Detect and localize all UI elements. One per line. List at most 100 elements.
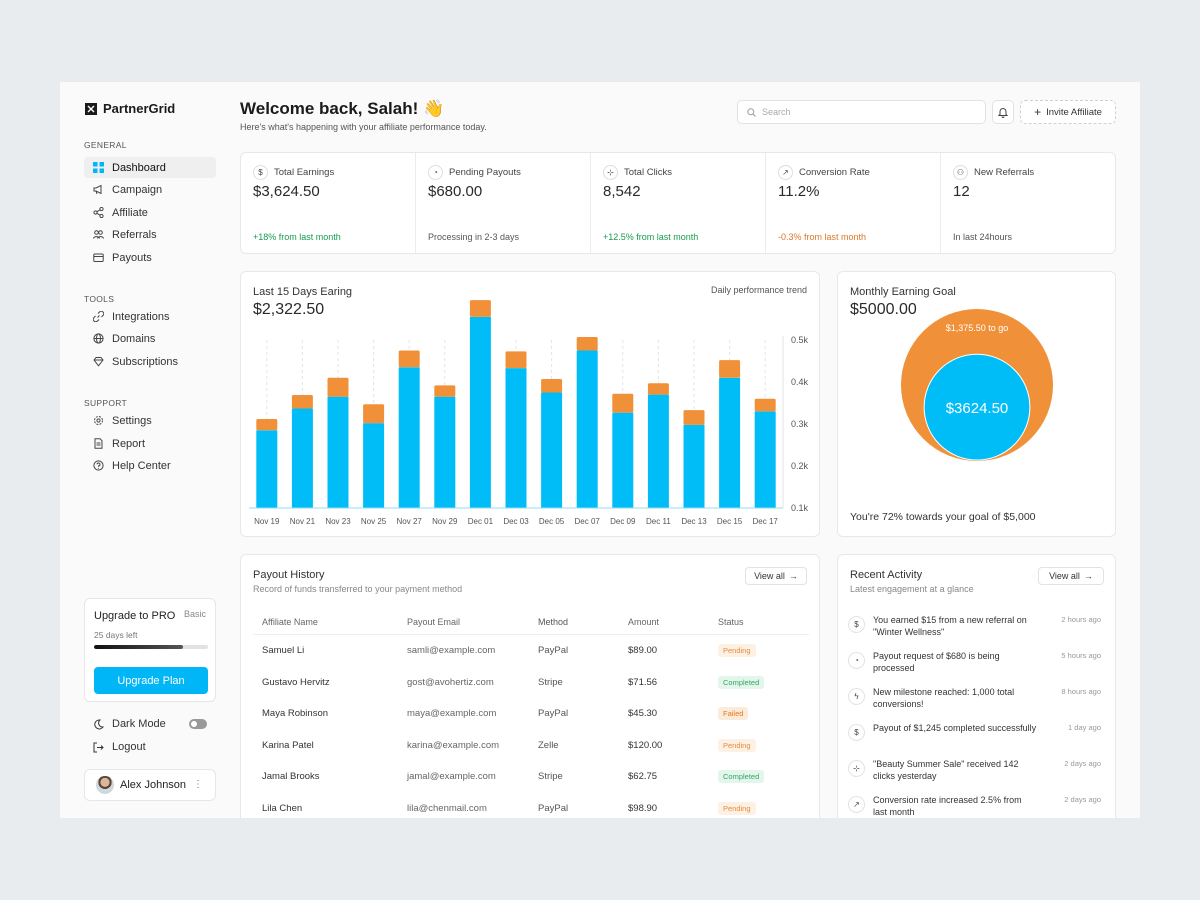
x-tick-label: Nov 23	[325, 517, 351, 526]
table-body: Samuel Li samli@example.com PayPal $89.00 Pe…	[253, 635, 809, 818]
user-card[interactable]: Alex Johnson ⋮	[84, 769, 216, 801]
sidebar-item-dashboard[interactable]: Dashboard	[84, 157, 216, 178]
stat-footnote: +12.5% from last month	[603, 232, 699, 242]
stat-header: ◔ Pending Payouts	[428, 165, 521, 180]
megaphone-icon	[93, 184, 102, 195]
payout-view-all-button[interactable]: View all →	[745, 567, 807, 585]
column-header: Amount	[628, 617, 660, 627]
activity-item[interactable]: $ Payout of $1,245 completed successfully…	[848, 722, 1103, 758]
stat-footnote: In last 24hours	[953, 232, 1013, 242]
activity-icon: $	[848, 724, 865, 741]
sidebar-item-payouts[interactable]: Payouts	[84, 247, 216, 268]
payout-email: lila@chenmail.com	[407, 802, 487, 814]
table-row[interactable]: Lila Chen lila@chenmail.com PayPal $98.90 Pe…	[253, 793, 809, 819]
activity-text: Conversion rate increased 2.5% from last…	[873, 795, 1022, 817]
dark-mode-label: Dark Mode	[112, 718, 166, 730]
activity-subtitle: Latest engagement at a glance	[850, 584, 974, 594]
affiliate-name: Lila Chen	[262, 802, 303, 814]
y-tick-label: 0.2k	[791, 461, 809, 471]
payout-email: karina@example.com	[407, 739, 500, 751]
earnings-note: Daily performance trend	[710, 285, 807, 295]
logout-link[interactable]: Logout	[93, 741, 146, 753]
notifications-button[interactable]	[992, 100, 1014, 124]
stat-label: Total Earnings	[274, 167, 335, 178]
goal-title: Monthly Earning Goal	[850, 286, 956, 298]
payout-email: gost@avohertiz.com	[407, 676, 494, 688]
bar-segment-primary	[719, 377, 741, 508]
sidebar-item-subscriptions[interactable]: Subscriptions	[84, 351, 216, 372]
search-box[interactable]	[737, 100, 986, 124]
y-tick-label: 0.5k	[791, 335, 809, 345]
invite-affiliate-button[interactable]: + Invite Affiliate	[1020, 100, 1116, 124]
table-row[interactable]: Jamal Brooks jamal@example.com Stripe $62.7…	[253, 761, 809, 793]
sidebar-item-affiliate[interactable]: Affiliate	[84, 202, 216, 223]
sidebar: PartnerGrid GENERAL Dashboard Campaign A…	[60, 82, 240, 818]
payout-email: samli@example.com	[407, 645, 496, 657]
activity-item[interactable]: ϟ New milestone reached: 1,000 total conv…	[848, 686, 1103, 722]
stat-label: New Referrals	[974, 167, 1035, 178]
sidebar-item-label: Affiliate	[112, 206, 148, 219]
x-tick-label: Dec 17	[753, 517, 779, 526]
brand-name: PartnerGrid	[103, 101, 176, 116]
search-input[interactable]	[762, 107, 962, 117]
wallet-icon	[93, 253, 104, 262]
table-row[interactable]: Maya Robinson maya@example.com PayPal $45.3…	[253, 698, 809, 730]
bar-segment-secondary	[505, 351, 527, 369]
activity-time: 2 hours ago	[1061, 615, 1101, 624]
sidebar-item-report[interactable]: Report	[84, 433, 216, 454]
sidebar-item-integrations[interactable]: Integrations	[84, 306, 216, 327]
column-header: Payout Email	[407, 617, 461, 627]
stat-icon: ◔	[428, 165, 443, 180]
globe-icon	[93, 333, 104, 344]
dark-mode-toggle[interactable]	[189, 719, 207, 729]
sidebar-item-referrals[interactable]: Referrals	[84, 224, 216, 245]
bar-segment-secondary	[576, 337, 598, 351]
x-tick-label: Nov 21	[290, 517, 316, 526]
activity-text: "Beauty Summer Sale" received 142 clicks…	[873, 759, 1019, 781]
activity-time: 2 days ago	[1064, 759, 1101, 768]
x-tick-label: Dec 13	[681, 517, 707, 526]
status-badge: Pending	[718, 644, 756, 658]
sidebar-item-help-center[interactable]: Help Center	[84, 455, 216, 476]
y-tick-label: 0.4k	[791, 377, 809, 387]
activity-item[interactable]: ↗ Conversion rate increased 2.5% from las…	[848, 794, 1103, 818]
bar-segment-secondary	[327, 377, 349, 397]
x-tick-label: Nov 27	[397, 517, 423, 526]
bar-segment-primary	[683, 424, 705, 508]
activity-text: Payout request of $680 is being processe…	[873, 651, 1000, 673]
plus-icon: +	[1034, 105, 1042, 119]
activity-icon: ⊹	[848, 760, 865, 777]
table-row[interactable]: Karina Patel karina@example.com Zelle $120.…	[253, 730, 809, 762]
table-row[interactable]: Samuel Li samli@example.com PayPal $89.00 Pe…	[253, 635, 809, 667]
bar-segment-secondary	[291, 395, 313, 409]
sidebar-item-label: Report	[112, 437, 146, 450]
logout-icon	[93, 742, 104, 752]
nav-section-support: SUPPORT	[84, 398, 128, 408]
payout-title: Payout History	[253, 569, 325, 581]
bar-segment-primary	[363, 423, 385, 508]
brand-logo[interactable]: PartnerGrid	[85, 101, 175, 116]
activity-time: 5 hours ago	[1061, 651, 1101, 660]
payout-amount: $71.56	[628, 676, 658, 688]
activity-icon: ◔	[848, 652, 865, 669]
sidebar-item-domains[interactable]: Domains	[84, 328, 216, 349]
goal-panel: Monthly Earning Goal $5000.00 $1,375.50 …	[837, 271, 1116, 537]
affiliate-name: Gustavo Hervitz	[262, 676, 330, 688]
stat-icon: ↗	[778, 165, 793, 180]
sidebar-item-settings[interactable]: Settings	[84, 410, 216, 431]
goal-value: $5000.00	[850, 301, 917, 318]
activity-item[interactable]: $ You earned $15 from a new referral on "…	[848, 614, 1103, 650]
goal-chart: $1,375.50 to go $3624.50	[901, 309, 1053, 461]
status-badge: Completed	[718, 770, 765, 784]
x-tick-label: Dec 09	[610, 517, 636, 526]
sidebar-item-campaign[interactable]: Campaign	[84, 179, 216, 200]
activity-view-all-button[interactable]: View all →	[1038, 567, 1104, 585]
table-row[interactable]: Gustavo Hervitz gost@avohertiz.com Stripe $…	[253, 667, 809, 699]
activity-item[interactable]: ⊹ "Beauty Summer Sale" received 142 click…	[848, 758, 1103, 794]
stat-value: $3,624.50	[253, 183, 320, 200]
upgrade-plan-button[interactable]: Upgrade Plan	[94, 667, 208, 694]
y-tick-label: 0.1k	[791, 503, 809, 513]
activity-item[interactable]: ◔ Payout request of $680 is being process…	[848, 650, 1103, 686]
bar-segment-secondary	[398, 350, 420, 368]
more-vertical-icon[interactable]: ⋮	[193, 779, 203, 790]
